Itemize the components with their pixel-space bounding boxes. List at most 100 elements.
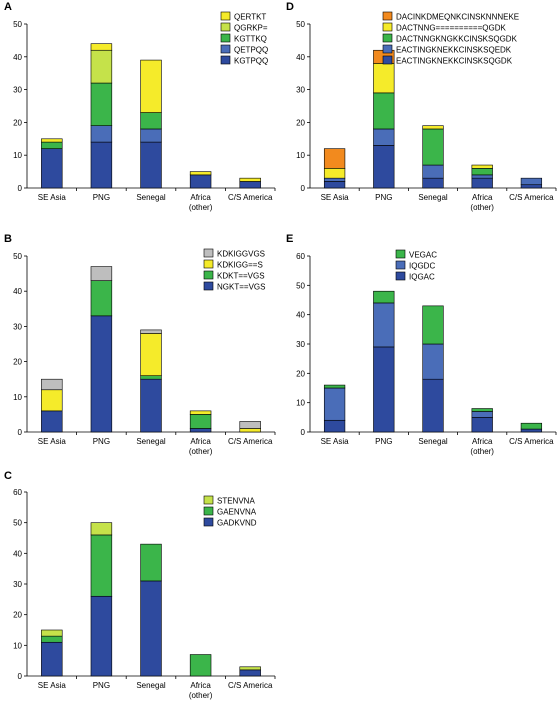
legend-swatch	[220, 33, 231, 43]
bar-segment	[373, 128, 395, 146]
x-tick-label-line: (other)	[189, 447, 213, 456]
legend-swatch	[220, 44, 231, 54]
y-tick-label: 10	[13, 641, 22, 650]
legend-swatch	[395, 271, 406, 281]
x-tick-label: Senegal	[136, 437, 166, 446]
bar-segment	[140, 375, 162, 380]
legend-label: STENVNA	[217, 497, 255, 506]
legend: QERTKT QGRKP= KGTTKQ QETPQQ KGTPQQ	[220, 11, 268, 66]
y-tick-label: 20	[296, 369, 305, 378]
y-tick-label: 30	[296, 340, 305, 349]
y-tick-label: 10	[296, 151, 305, 160]
legend: DACINKDMEQNKCINSKNNNEKE DACTNNG==========…	[382, 11, 519, 66]
legend: KDKIGGVGS KDKIGG==S KDKT==VGS NGKT==VGS	[203, 248, 265, 292]
y-tick-label: 0	[18, 672, 23, 681]
bar-segment	[471, 408, 493, 412]
y-tick-label: 0	[301, 184, 306, 193]
legend-swatch	[203, 259, 214, 269]
bar-segment	[239, 177, 261, 182]
x-tick-label-line: Senegal	[418, 437, 448, 446]
bar-segment	[239, 666, 261, 671]
x-tick-label-line: Senegal	[136, 193, 166, 202]
legend-label: KGTTKQ	[234, 35, 267, 44]
x-tick-label-line: C/S America	[509, 193, 554, 202]
y-tick-label: 10	[296, 399, 305, 408]
x-tick-label: PNG	[375, 193, 392, 202]
legend-label: IQGAC	[409, 273, 435, 282]
legend-label: VEGAC	[409, 251, 437, 260]
bar-segment	[90, 125, 113, 143]
bar-segment	[41, 141, 63, 149]
legend-swatch	[203, 281, 214, 291]
bar-segment	[189, 410, 212, 415]
bar-segment	[373, 145, 395, 189]
bar-segment	[140, 59, 162, 113]
legend-swatch	[395, 260, 406, 270]
bar-segment	[323, 384, 346, 389]
legend-swatch	[395, 249, 406, 259]
x-tick-label-line: Senegal	[136, 681, 166, 690]
bar-segment	[520, 428, 543, 433]
x-tick-label: SE Asia	[38, 193, 67, 202]
bar-segment	[41, 378, 63, 391]
x-tick-label-line: PNG	[375, 193, 392, 202]
bar-segment	[189, 414, 212, 429]
y-tick-label: 20	[13, 118, 22, 127]
y-tick-label: 10	[13, 151, 22, 160]
chart-panel-a: A 0 10 20 30 40 50 SE Asia PNG Senegal Africa (othe…	[4, 1, 276, 212]
bar-segment	[471, 417, 493, 433]
bar-segment	[323, 177, 346, 182]
bar-segment	[140, 580, 162, 677]
bar-segment	[422, 343, 444, 380]
y-tick-label: 0	[18, 184, 23, 193]
bar-segment	[373, 63, 395, 94]
legend-label: EACTINGKNEKKCINSKSQGDK	[396, 57, 513, 66]
legend-label: KDKIGG==S	[217, 261, 263, 270]
x-tick-label: Africa (other)	[470, 437, 494, 456]
x-tick-label: SE Asia	[321, 193, 350, 202]
y-tick-label: 40	[13, 53, 22, 62]
bar-segment	[90, 534, 113, 597]
panel-label: A	[4, 1, 12, 13]
bar-segment	[239, 421, 261, 429]
bar-segment	[471, 177, 493, 189]
bar-segment	[41, 629, 63, 637]
y-tick-label: 20	[13, 611, 22, 620]
x-tick-label: SE Asia	[38, 437, 67, 446]
y-tick-label: 50	[296, 20, 305, 29]
x-tick-label: C/S America	[228, 193, 273, 202]
bar-segment	[41, 641, 63, 677]
bar-segment	[373, 302, 395, 348]
bar-segment	[373, 346, 395, 433]
bar-segment	[140, 329, 162, 334]
legend-swatch	[203, 506, 214, 516]
x-tick-label: PNG	[375, 437, 392, 446]
x-tick-label: Senegal	[136, 193, 166, 202]
y-tick-label: 50	[13, 519, 22, 528]
legend-label: NGKT==VGS	[217, 283, 265, 292]
bar-segment	[140, 112, 162, 130]
x-tick-label-line: (other)	[470, 203, 494, 212]
x-tick-label-line: PNG	[375, 437, 392, 446]
bar-segment	[239, 428, 261, 433]
legend-label: DACINKDMEQNKCINSKNNNEKE	[396, 13, 519, 22]
bar-segment	[140, 141, 162, 189]
x-tick-label: Africa (other)	[189, 681, 213, 700]
bar-segment	[140, 128, 162, 143]
y-tick-label: 10	[13, 393, 22, 402]
y-tick-label: 40	[13, 287, 22, 296]
bar-segment	[520, 184, 543, 189]
legend-swatch	[203, 517, 214, 527]
legend-label: DACTNNG==========QGDK	[396, 24, 506, 33]
x-tick-label-line: (other)	[470, 447, 494, 456]
bar-segment	[90, 49, 113, 84]
bar-segment	[471, 164, 493, 169]
y-tick-label: 40	[296, 311, 305, 320]
bar-segment	[323, 387, 346, 421]
x-tick-label: SE Asia	[321, 437, 350, 446]
bar-segment	[422, 177, 444, 189]
x-tick-label-line: C/S America	[228, 193, 273, 202]
panel-label: E	[286, 233, 293, 245]
bar-segment	[41, 389, 63, 412]
